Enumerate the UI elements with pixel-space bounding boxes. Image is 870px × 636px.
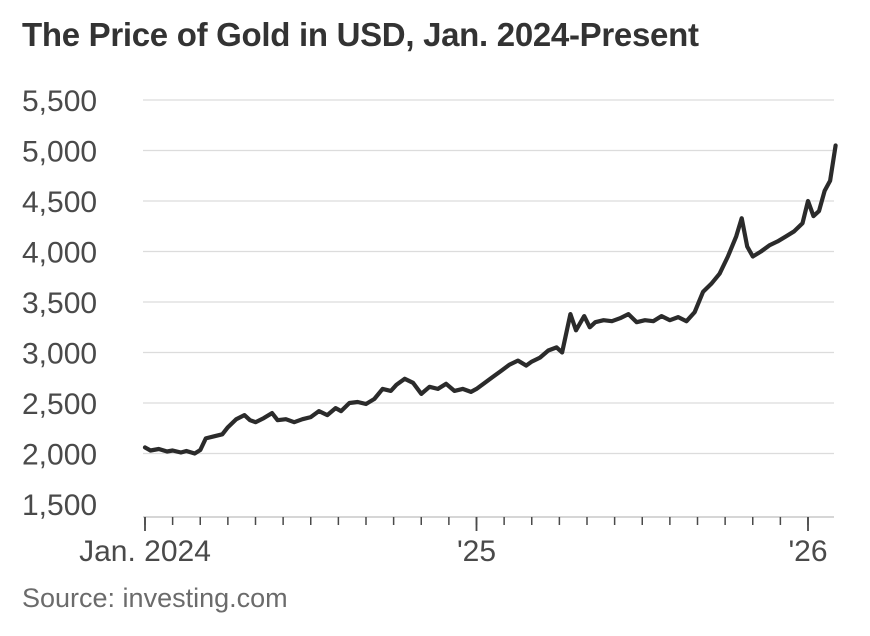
y-tick-label: 3,000 [22,338,97,371]
y-tick-label: 3,500 [22,287,97,320]
series-layer [142,143,838,456]
y-tick-label: 4,000 [22,237,97,270]
y-tick-label: 1,500 [22,489,97,522]
y-tick-label: 5,000 [22,136,97,169]
y-axis-labels: 1,500 2,000 2,500 3,000 3,500 4,000 4,500 5,000… [22,85,97,522]
x-axis-ticks: Jan. 2024 '25 '26 [79,517,828,568]
y-tick-label: 4,500 [22,186,97,219]
y-tick-label: 2,000 [22,439,97,472]
x-tick-label: '25 [457,535,496,568]
x-tick-label: '26 [788,535,827,568]
source-note: Source: investing.com [22,583,288,613]
x-tick-label: Jan. 2024 [79,535,211,568]
y-tick-label: 2,500 [22,388,97,421]
series-line-gold-price [142,143,838,456]
gridlines [143,99,834,455]
y-tick-label: 5,500 [22,85,97,118]
chart-title: The Price of Gold in USD, Jan. 2024-Pres… [22,16,699,53]
